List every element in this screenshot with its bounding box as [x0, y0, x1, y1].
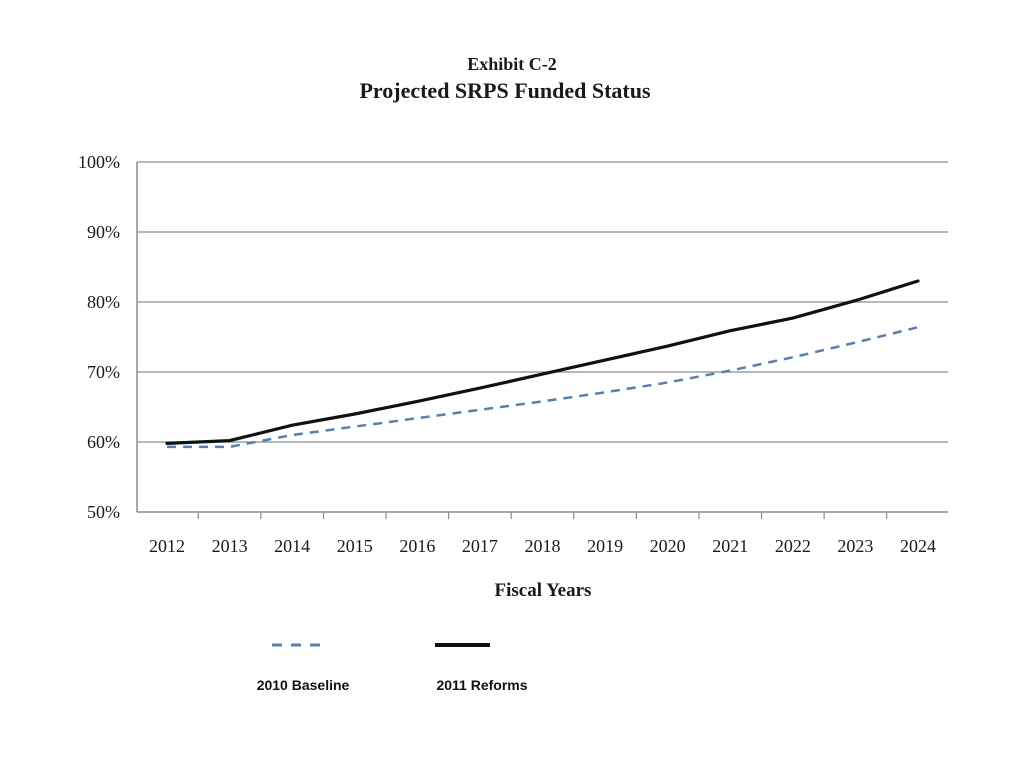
x-tick-label: 2012 — [149, 536, 185, 556]
x-tick-label: 2015 — [337, 536, 373, 556]
y-tick-label: 90% — [87, 222, 120, 242]
gridlines — [137, 161, 948, 443]
series — [165, 279, 920, 449]
x-tick-label: 2023 — [837, 536, 873, 556]
y-tick-labels: 50% 60% 70% 80% 90% 100% — [78, 152, 120, 522]
exhibit-label: Exhibit C-2 — [467, 54, 557, 74]
x-axis-label: Fiscal Years — [495, 580, 592, 601]
y-tick-label: 100% — [78, 152, 120, 172]
chart-title: Projected SRPS Funded Status — [359, 78, 651, 103]
y-tick-label: 80% — [87, 292, 120, 312]
y-tick-label: 60% — [87, 432, 120, 452]
legend: 2010 Baseline 2011 Reforms — [257, 643, 528, 693]
x-tick-label: 2017 — [462, 536, 498, 556]
series-line-reforms — [165, 279, 920, 445]
x-tick-label: 2021 — [712, 536, 748, 556]
x-tick-label: 2013 — [212, 536, 248, 556]
x-tick-labels: 2012 2013 2014 2015 2016 2017 2018 2019 2020 2021… — [149, 536, 936, 556]
axes — [136, 162, 948, 519]
x-tick-label: 2018 — [525, 536, 561, 556]
x-tick-label: 2016 — [399, 536, 435, 556]
legend-label-reforms: 2011 Reforms — [436, 677, 527, 693]
x-tick-label: 2024 — [900, 536, 936, 556]
x-tick-label: 2022 — [775, 536, 811, 556]
x-tick-label: 2020 — [650, 536, 686, 556]
x-tick-label: 2019 — [587, 536, 623, 556]
y-tick-label: 50% — [87, 502, 120, 522]
y-tick-label: 70% — [87, 362, 120, 382]
x-tick-label: 2014 — [274, 536, 310, 556]
legend-label-baseline: 2010 Baseline — [257, 677, 350, 693]
